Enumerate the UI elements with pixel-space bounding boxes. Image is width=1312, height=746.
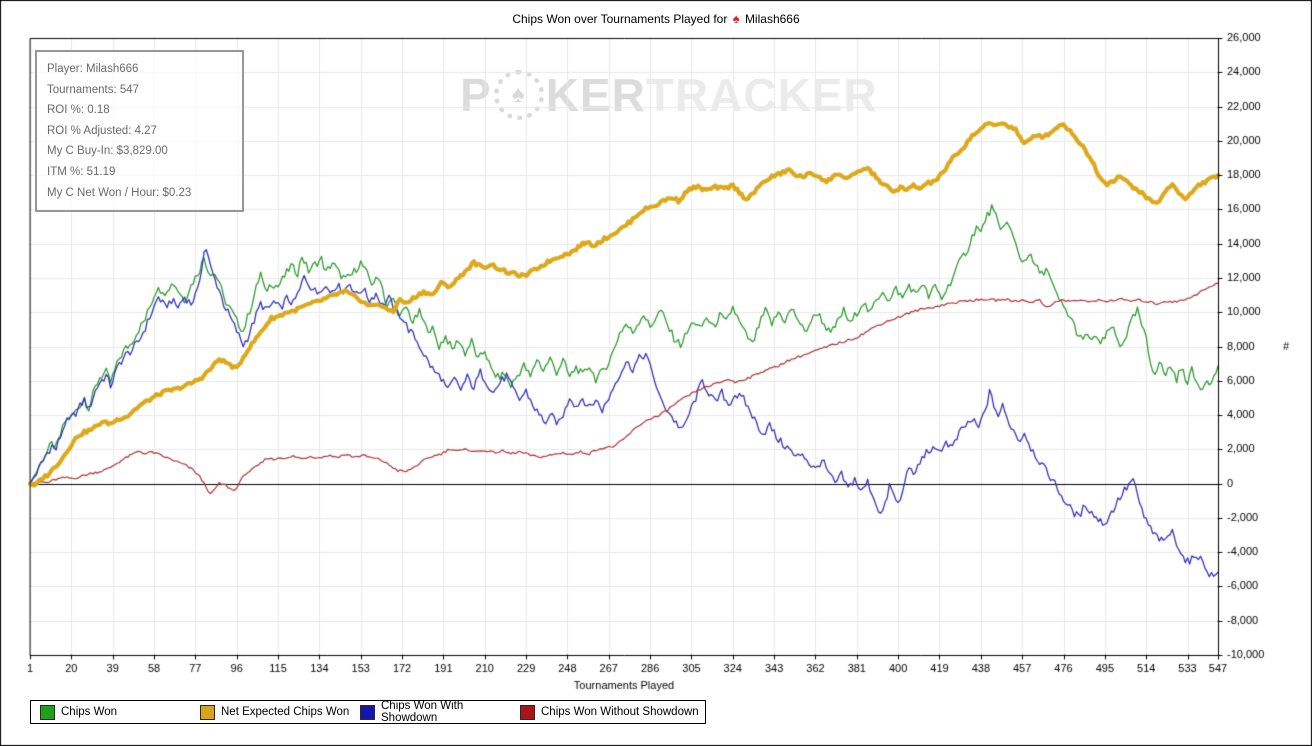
pokerstars-spade-icon: ♠	[732, 11, 740, 26]
legend-swatch	[520, 704, 535, 720]
legend-item-chips-won-with-showdown: Chips Won With Showdown	[360, 700, 520, 724]
legend-label: Net Expected Chips Won	[221, 706, 350, 718]
stat-line-player: Player: Milash666	[47, 63, 139, 75]
stat-line-itm-: ITM %: 51.19	[47, 165, 116, 178]
legend-swatch	[200, 704, 215, 720]
chart-title-text: Chips Won over Tournaments Played for	[512, 12, 728, 26]
legend-item-net-expected-chips-won: Net Expected Chips Won	[200, 704, 360, 720]
stat-line-tournaments: Tournaments: 547	[47, 83, 140, 96]
legend-item-chips-won: Chips Won	[40, 704, 200, 720]
legend-swatch	[360, 704, 375, 720]
stat-line-my-c-net-won-hour: My C Net Won / Hour: $0.23	[47, 186, 192, 199]
player-stats-box: Player: Milash666 Tournaments: 547 ROI %: …	[35, 50, 244, 213]
legend-label: Chips Won Without Showdown	[541, 706, 699, 718]
stat-line-my-c-buy-in: My C Buy-In: $3,829.00	[47, 145, 168, 158]
legend-item-chips-won-without-showdown: Chips Won Without Showdown	[520, 704, 699, 720]
chart-legend: Chips Won Net Expected Chips Won Chips Won…	[30, 700, 706, 724]
stat-line-roi-adjusted: ROI % Adjusted: 4.27	[47, 124, 157, 137]
stat-line-roi-: ROI %: 0.18	[47, 104, 110, 117]
chart-title-player: Milash666	[744, 12, 800, 26]
legend-label: Chips Won With Showdown	[381, 700, 464, 724]
legend-label: Chips Won	[61, 706, 118, 718]
legend-swatch	[40, 704, 55, 720]
chart-title: Chips Won over Tournaments Played for ♠ …	[0, 11, 1312, 26]
